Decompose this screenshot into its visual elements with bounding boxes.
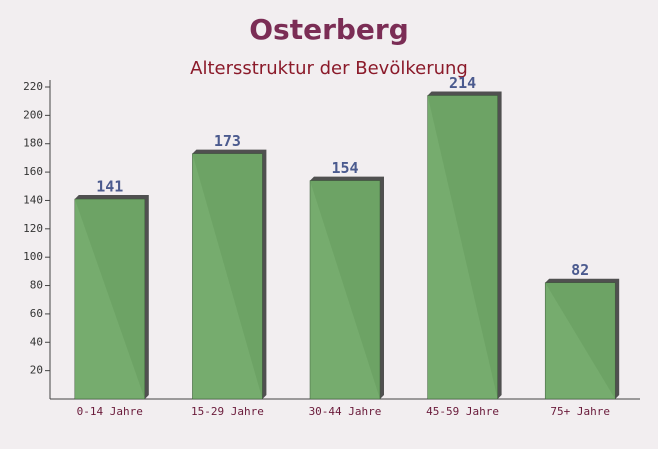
y-tick-label: 200 — [23, 108, 43, 121]
y-tick-label: 20 — [30, 364, 43, 377]
value-label: 141 — [96, 178, 123, 196]
y-tick-label: 60 — [30, 307, 43, 320]
value-label: 154 — [331, 159, 358, 177]
value-label: 82 — [571, 261, 589, 279]
bar — [192, 153, 263, 400]
x-tick-label: 30-44 Jahre — [309, 405, 382, 418]
chart-title: Osterberg — [249, 13, 409, 46]
x-tick-label: 15-29 Jahre — [191, 405, 264, 418]
bar — [309, 180, 381, 400]
y-tick-label: 180 — [23, 137, 43, 150]
x-tick-label: 0-14 Jahre — [77, 405, 143, 418]
y-tick-label: 100 — [23, 250, 43, 263]
y-tick-label: 120 — [23, 222, 43, 235]
x-tick-label: 75+ Jahre — [550, 405, 610, 418]
value-label: 173 — [214, 132, 241, 150]
bar — [74, 198, 146, 400]
bar — [544, 282, 616, 400]
y-tick-label: 160 — [23, 165, 43, 178]
y-tick-label: 40 — [30, 335, 43, 348]
x-tick-label: 45-59 Jahre — [426, 405, 499, 418]
y-tick-label: 140 — [23, 193, 43, 206]
bar — [427, 95, 498, 400]
chart-subtitle: Altersstruktur der Bevölkerung — [190, 58, 468, 79]
value-label: 214 — [449, 74, 476, 92]
y-tick-label: 80 — [30, 279, 43, 292]
y-tick-label: 220 — [23, 80, 43, 93]
